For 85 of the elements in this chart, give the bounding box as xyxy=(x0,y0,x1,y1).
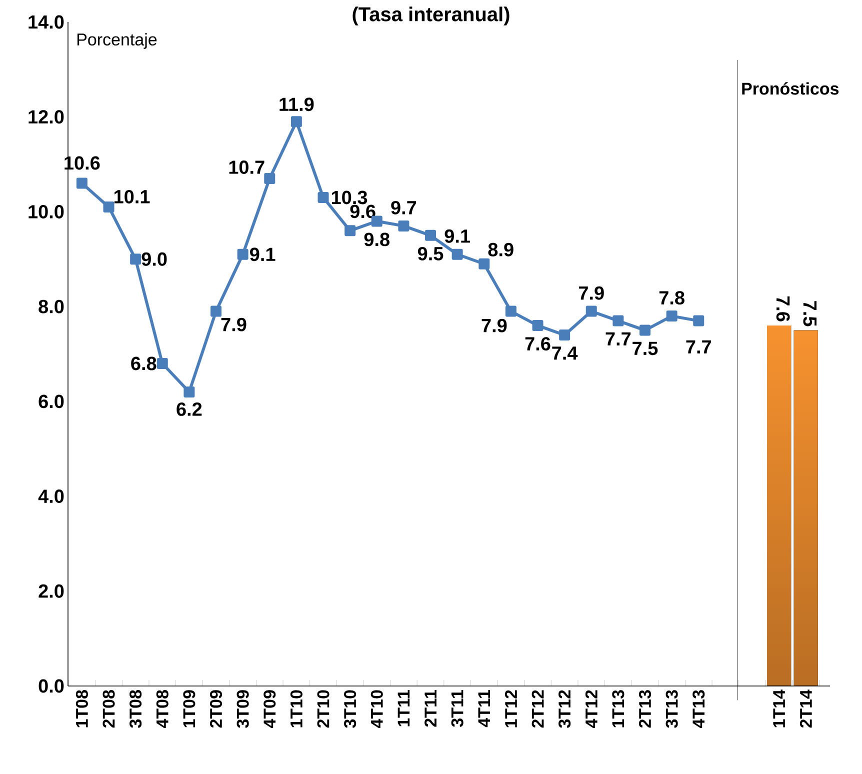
y-tick-label: 6.0 xyxy=(38,394,64,408)
x-tick-label: 4T09 xyxy=(264,690,276,728)
x-tick-label: 2T13 xyxy=(638,690,652,728)
point xyxy=(452,248,463,260)
x-tick-label: 3T13 xyxy=(666,690,678,728)
point xyxy=(505,306,516,317)
point xyxy=(425,230,436,241)
data-label: 7.8 xyxy=(659,291,684,305)
point xyxy=(103,201,114,212)
point xyxy=(318,192,329,203)
point xyxy=(693,315,704,326)
chart-title: (Tasa interanual) xyxy=(352,6,510,26)
x-tick-label: 2T11 xyxy=(424,690,436,727)
data-label: 7.7 xyxy=(686,340,711,354)
x-tick-label: 2T10 xyxy=(317,690,330,728)
point xyxy=(586,306,597,317)
data-label: 7.7 xyxy=(606,332,631,346)
y-tick-label: 4.0 xyxy=(38,490,64,504)
x-tick-label: 4T13 xyxy=(692,690,705,728)
point xyxy=(344,225,356,236)
x-tick-label: 3T11 xyxy=(451,690,464,727)
point xyxy=(210,306,222,317)
x-tick-label: 1T10 xyxy=(290,690,302,728)
x-tick-label: 2T14 xyxy=(800,690,812,728)
x-tick-label: 4T12 xyxy=(585,690,598,728)
x-tick-label: 2T09 xyxy=(210,690,222,728)
x-tick-label: 2T08 xyxy=(102,690,115,728)
data-label: 7.9 xyxy=(482,318,507,332)
data-label: 9.8 xyxy=(364,232,390,246)
data-label: 9.1 xyxy=(250,248,276,262)
y-tick-label: 10.0 xyxy=(28,204,64,218)
y-tick-label: 2.0 xyxy=(38,584,64,598)
data-label: 7.5 xyxy=(632,342,658,356)
data-label: 7.9 xyxy=(221,318,246,332)
point xyxy=(237,248,248,260)
x-tick-label: 4T08 xyxy=(156,690,168,728)
x-tick-label: 1T08 xyxy=(76,690,88,728)
data-label: 7.5 xyxy=(803,301,816,326)
x-tick-label: 1T13 xyxy=(612,690,624,728)
data-label: 9.7 xyxy=(391,200,416,214)
point xyxy=(290,116,302,128)
point xyxy=(398,220,410,232)
y-tick-label: 14.0 xyxy=(28,15,64,29)
x-tick-label: 3T10 xyxy=(344,690,356,728)
x-tick-label: 2T12 xyxy=(532,690,544,728)
point xyxy=(184,386,195,398)
point xyxy=(130,254,142,265)
data-label: 7.9 xyxy=(578,286,604,300)
x-tick-label: 1T12 xyxy=(505,690,517,728)
data-label: 6.8 xyxy=(131,356,156,370)
x-tick-label: 3T12 xyxy=(558,690,571,728)
data-label: 10.1 xyxy=(114,190,150,204)
data-label: 7.6 xyxy=(525,337,550,351)
point xyxy=(478,258,490,270)
data-label: 9.6 xyxy=(350,204,376,218)
point xyxy=(156,358,168,369)
point xyxy=(612,315,624,326)
data-label: 7.4 xyxy=(552,346,578,360)
data-label: 11.9 xyxy=(280,98,314,112)
x-tick-label: 3T09 xyxy=(236,690,249,728)
x-tick-label: 4T10 xyxy=(370,690,383,728)
x-tick-label: 1T14 xyxy=(773,690,785,728)
point xyxy=(559,330,570,341)
data-label: 9.1 xyxy=(444,229,470,243)
point xyxy=(666,310,678,322)
x-tick-label: 1T11 xyxy=(398,690,410,726)
point xyxy=(532,320,544,332)
point xyxy=(76,178,88,189)
data-label: 9.0 xyxy=(142,252,167,266)
y-axis-title: Porcentaje xyxy=(77,33,157,49)
y-tick-label: 12.0 xyxy=(28,110,64,124)
annotation: Pronósticos xyxy=(742,82,839,95)
x-tick-label: 4T11 xyxy=(478,690,490,728)
point xyxy=(640,324,651,336)
data-label: 6.2 xyxy=(176,402,202,416)
data-label: 7.6 xyxy=(776,296,790,322)
data-label: 10.3 xyxy=(332,190,368,204)
y-tick-label: 0.0 xyxy=(38,679,64,693)
x-tick-label: 1T09 xyxy=(183,690,196,728)
data-label: 9.5 xyxy=(418,246,444,260)
x-tick-label: 3T08 xyxy=(130,690,142,728)
y-tick-label: 8.0 xyxy=(38,300,64,314)
data-label: 10.7 xyxy=(229,160,264,174)
point xyxy=(264,173,276,184)
data-label: 8.9 xyxy=(488,242,514,256)
